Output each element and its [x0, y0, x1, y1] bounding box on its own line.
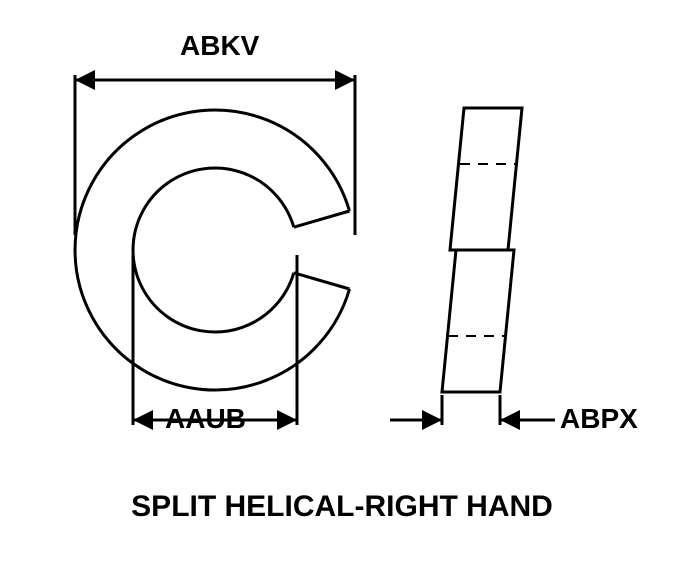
dimension-abpx	[390, 395, 555, 430]
washer-side-view	[442, 108, 522, 392]
washer-front-view	[75, 110, 349, 390]
label-abpx: ABPX	[560, 403, 638, 435]
label-abkv: ABKV	[180, 30, 259, 62]
label-aaub: AAUB	[165, 403, 246, 435]
dimension-abkv	[75, 70, 355, 235]
diagram-container: ABKV AAUB ABPX SPLIT HELICAL-RIGHT HAND	[0, 0, 684, 585]
diagram-title: SPLIT HELICAL-RIGHT HAND	[0, 490, 684, 524]
